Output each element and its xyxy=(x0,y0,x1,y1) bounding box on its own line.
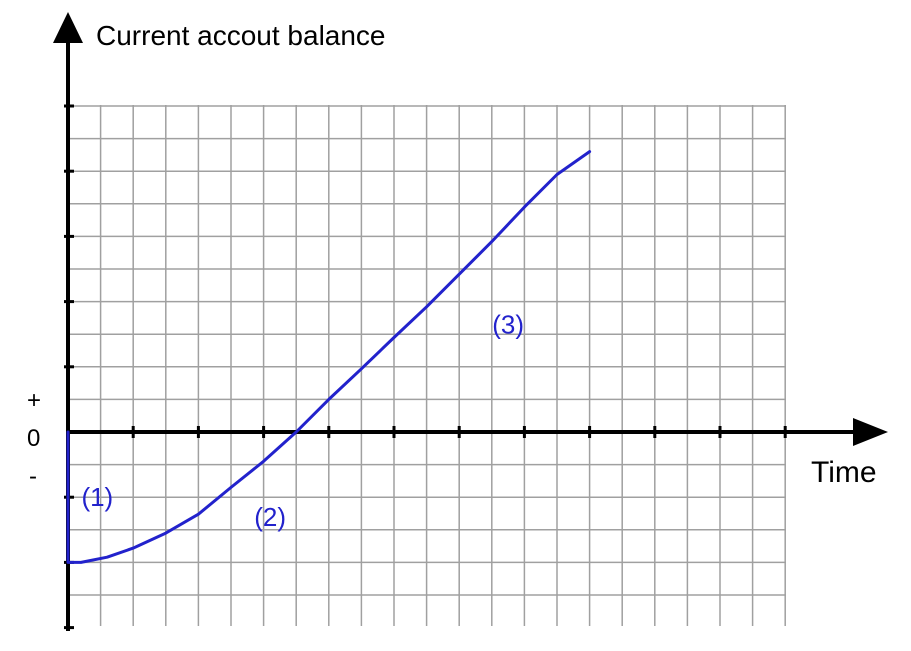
labels-layer: Current accout balance Time + 0 - xyxy=(27,20,877,490)
axes xyxy=(53,12,888,631)
annotation-label: (2) xyxy=(254,502,286,532)
grid xyxy=(67,105,786,626)
annotations-layer: (1) (2) (3) xyxy=(81,309,524,531)
y-zero-label: 0 xyxy=(27,425,40,452)
y-axis-label: Current accout balance xyxy=(96,20,386,51)
y-minus-label: - xyxy=(29,463,37,490)
series-line-balance xyxy=(66,150,592,564)
y-plus-label: + xyxy=(27,387,41,414)
axis-ticks xyxy=(64,104,787,630)
y-axis-arrow xyxy=(53,12,83,43)
annotation-label: (3) xyxy=(492,309,524,339)
x-axis-label: Time xyxy=(811,456,877,489)
x-axis-arrow xyxy=(853,418,888,446)
series-layer xyxy=(66,150,592,564)
annotation-label: (1) xyxy=(81,482,113,512)
